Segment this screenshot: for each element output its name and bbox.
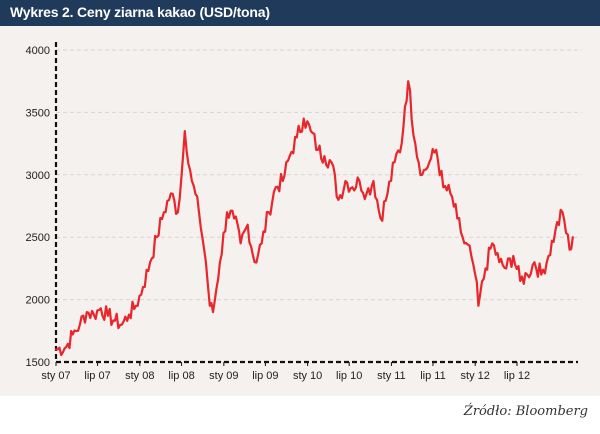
x-tick-label: lip 09	[252, 370, 278, 382]
x-tick-label: sty 11	[377, 370, 406, 382]
x-tick-label: sty 08	[125, 370, 154, 382]
chart-title-bar: Wykres 2. Ceny ziarna kakao (USD/tona)	[0, 0, 600, 26]
y-tick-label: 4000	[26, 45, 50, 57]
y-tick-label: 2000	[26, 295, 50, 307]
plot-background	[0, 26, 600, 396]
series-layer	[54, 80, 574, 357]
x-tick-label: lip 10	[336, 370, 362, 382]
x-tick-label: lip 12	[504, 370, 530, 382]
series-line-cocoa-price	[54, 80, 574, 357]
x-tick-label: sty 09	[209, 370, 238, 382]
y-tick-label: 2500	[26, 232, 50, 244]
source-note: Źródło: Bloomberg	[463, 404, 588, 419]
y-tick-label: 3500	[26, 107, 50, 119]
grid-layer	[56, 49, 582, 301]
x-tick-labels: sty 07 lip 07 sty 08 lip 08 sty 09 lip 09 sty …	[41, 370, 530, 382]
x-tick-label: sty 07	[41, 370, 70, 382]
y-tick-label: 3000	[26, 170, 50, 182]
y-tick-labels: 1500 2000 2500 3000 3500 4000	[26, 45, 50, 369]
x-tick-label: sty 12	[461, 370, 490, 382]
y-tick-label: 1500	[26, 357, 50, 369]
axes-layer	[54, 42, 578, 366]
x-tick-label: lip 11	[420, 370, 445, 382]
x-tick-label: sty 10	[293, 370, 322, 382]
x-tick-label: lip 07	[84, 370, 110, 382]
x-tick-label: lip 08	[168, 370, 194, 382]
chart-title: Wykres 2. Ceny ziarna kakao (USD/tona)	[10, 4, 270, 20]
